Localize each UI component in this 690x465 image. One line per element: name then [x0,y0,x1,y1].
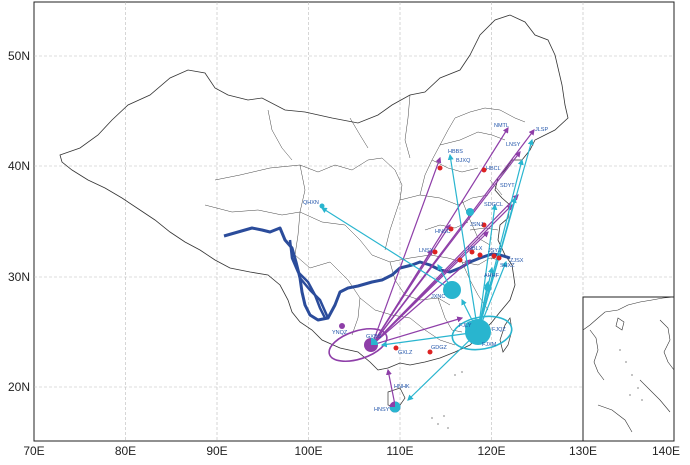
x-tick-label: 120E [477,444,505,458]
y-axis-labels: 20N 30N 40N 50N [8,49,30,394]
site-label: YNQZ [332,330,348,336]
cyan-source-region [451,315,513,351]
site-labels: NMTL JLSP HBBS BJXQ HBCL LNSY SDYT QHXN … [303,123,548,413]
river-tributary [288,239,327,319]
x-tick-label: 70E [23,444,44,458]
site-label: JLSP [535,127,548,133]
site-dots [393,165,502,355]
x-tick-label: 130E [569,444,597,458]
site-label: FJLY [459,323,472,329]
x-tick-label: 90E [206,444,227,458]
site-label: HNSC [435,229,451,235]
x-axis-labels: 70E 80E 90E 100E 110E 120E 130E 140E [23,444,680,458]
river-tributary [299,277,330,319]
site-label: JSYZ [488,248,502,254]
site-label: GXBS [366,334,382,340]
site-label: HBLX [468,246,483,252]
site-label: HBBS [448,149,463,155]
site-label: FJXM [482,342,497,348]
taiwan-island [499,317,513,353]
site-label: HNSY [374,407,390,413]
x-tick-label: 100E [294,444,322,458]
site-label: NMTL [494,123,509,129]
site-label: LNSY [506,142,521,148]
province-boundaries [204,94,526,346]
site-label: BJXQ [456,158,471,164]
site-label: AHHF [484,273,500,279]
map-frame [33,1,675,442]
x-tick-label: 80E [115,444,136,458]
purple-transport-paths [371,126,535,406]
site-label: GDGZ [431,345,448,351]
site-label: LNSY [419,248,434,254]
purple-source-region [328,327,388,363]
site-label: JSNJ [470,222,483,228]
site-label: SDYT [500,183,515,189]
x-tick-label: 110E [386,444,413,458]
south-china-sea-inset [582,296,675,442]
hainan-island [387,387,406,409]
south-china-sea-islets [431,371,463,429]
y-tick-label: 20N [8,380,30,394]
site-label: FJQZ [492,327,506,333]
site-label: ZJSX [510,258,524,264]
site-label: SDGCL [484,202,503,208]
site-label: SHXZ [500,263,515,269]
site-label: HBCL [486,166,501,172]
x-tick-label: 140E [652,444,680,458]
y-tick-label: 30N [8,270,30,284]
site-label: QHXN [303,200,319,206]
yangtze-river [223,226,511,322]
site-label: JXNC [431,294,445,300]
site-label: HNHK [394,384,410,390]
source-blobs [319,203,492,413]
y-tick-label: 50N [8,49,30,63]
site-label: GXLZ [398,350,413,356]
country-outline [59,14,569,371]
y-tick-label: 40N [8,159,30,173]
